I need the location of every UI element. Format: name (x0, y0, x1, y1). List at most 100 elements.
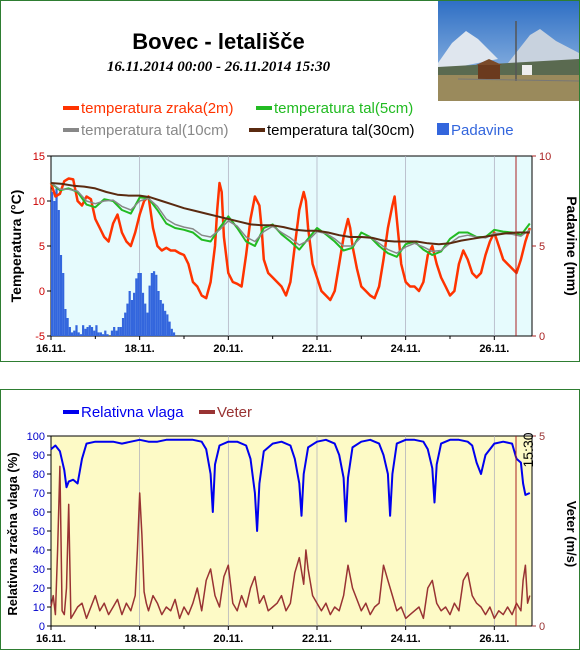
precipitation-bar (110, 330, 114, 336)
precipitation-bar (170, 328, 173, 336)
y-tick-label: 30 (33, 564, 45, 576)
precipitation-bar (97, 332, 100, 336)
humidity-wind-panel: Relativna vlaga Veter 16.11. 18.11. 20.11.… (0, 389, 580, 650)
temperature-plot-area (50, 155, 533, 337)
y2-tick-label: 0 (539, 331, 545, 343)
humidity-axes: 16.11. 18.11. 20.11. 22.11. 24.11. 26.11. 0 10 2… (27, 431, 545, 645)
legend-soil-10cm: temperatura tal(10cm) (63, 122, 229, 139)
x-tick-label: 16.11. (36, 633, 66, 645)
precipitation-bar (117, 327, 120, 336)
y-tick-label: 5 (39, 241, 45, 253)
precipitation-bar (128, 291, 131, 336)
precipitation-bar (75, 325, 78, 336)
precipitation-bar (155, 274, 158, 336)
temperature-axes: 16.11. 18.11. 20.11. 22.11. 24.11. 26.11. -5 0 5… (33, 151, 552, 355)
y-tick-label: 90 (33, 450, 45, 462)
period-subtitle: 16.11.2014 00:00 - 26.11.2014 15:30 (106, 59, 331, 75)
temperature-chart: 16.11. 18.11. 20.11. 22.11. 24.11. 26.11. -5 0 5… (8, 151, 579, 355)
humidity-axis-label: Relativna zračna vlaga (%) (5, 452, 20, 615)
precipitation-bar (150, 273, 153, 336)
precipitation-bar (135, 278, 138, 336)
legend-label-humidity: Relativna vlaga (81, 404, 184, 421)
precipitation-axis-label: Padavine (mm) (564, 196, 579, 296)
precipitation-bar (126, 303, 129, 336)
precipitation-bar (130, 300, 134, 336)
legend-humidity: Relativna vlaga (63, 404, 184, 421)
legend-label-precip: Padavine (451, 122, 514, 139)
legend-label-soil5: temperatura tal(5cm) (274, 100, 414, 117)
wind-axis-label: Veter (m/s) (564, 501, 579, 567)
legend-label-air: temperatura zraka(2m) (81, 100, 234, 117)
precipitation-bar (152, 271, 156, 336)
legend-label-wind: Veter (217, 404, 253, 421)
precipitation-bar (113, 327, 116, 336)
precipitation-bar (73, 330, 76, 336)
precipitation-bar (64, 309, 67, 336)
y-tick-label: -5 (35, 331, 45, 343)
x-tick-label: 22.11. (302, 633, 332, 645)
precipitation-bar (106, 334, 109, 336)
station-photo (438, 1, 579, 101)
x-tick-label: 22.11. (302, 343, 332, 355)
temperature-panel: Bovec - letališče 16.11.2014 00:00 - 26.… (0, 0, 580, 362)
precipitation-bar (53, 201, 56, 336)
precipitation-bar (99, 332, 102, 336)
y2-tick-label: 10 (539, 151, 551, 163)
precipitation-bar (168, 321, 171, 336)
precipitation-bar (157, 291, 160, 336)
precipitation-bar (166, 314, 169, 336)
y2-tick-label: 5 (539, 241, 545, 253)
precipitation-bar (68, 327, 71, 336)
series-line-temperatura-zraka-2m- (49, 177, 531, 302)
precipitation-bar (95, 325, 98, 336)
precipitation-bar (101, 334, 105, 336)
x-tick-label: 16.11. (36, 343, 66, 355)
humidity-wind-lines (50, 438, 531, 620)
precipitation-bar (86, 327, 89, 336)
x-tick-label: 18.11. (125, 343, 155, 355)
series-line-veter (50, 465, 531, 620)
y-tick-label: 100 (27, 431, 45, 443)
precipitation-bar (70, 332, 74, 336)
precipitation-bar (159, 300, 162, 336)
y-tick-label: 0 (39, 286, 45, 298)
last-time-annotation: 15:30 (520, 432, 536, 467)
precipitation-bar (93, 330, 96, 336)
series-line-temperatura-tal-5cm- (50, 182, 531, 258)
humidity-grid (139, 436, 495, 626)
precipitation-bar (137, 273, 140, 336)
precipitation-bar (66, 318, 69, 336)
precipitation-bar (119, 327, 122, 336)
precipitation-bar (55, 188, 58, 336)
legend-soil-5cm: temperatura tal(5cm) (256, 100, 413, 117)
precipitation-bar (82, 325, 85, 336)
x-tick-label: 26.11. (479, 633, 509, 645)
precipitation-bar (121, 318, 125, 336)
x-tick-label: 24.11. (391, 633, 421, 645)
y-tick-label: 20 (33, 583, 45, 595)
precipitation-bar (133, 292, 136, 336)
precipitation-bar (148, 285, 151, 336)
precipitation-bar (139, 273, 142, 336)
y-tick-label: 15 (33, 151, 45, 163)
x-tick-label: 18.11. (125, 633, 155, 645)
precipitation-bar (51, 192, 54, 336)
x-tick-label: 26.11. (479, 343, 509, 355)
series-line-temperatura-tal-30cm- (50, 182, 530, 246)
legend-wind: Veter (199, 404, 252, 421)
legend-swatch-wind (199, 410, 215, 415)
series-line-relativna-vlaga (50, 438, 531, 532)
y-tick-label: 10 (33, 602, 45, 614)
y-tick-label: 60 (33, 507, 45, 519)
y-tick-label: 0 (39, 621, 45, 633)
y-tick-label: 80 (33, 469, 45, 481)
legend-soil-30cm: temperatura tal(30cm) (249, 122, 415, 139)
legend-precipitation: Padavine (437, 122, 514, 139)
precipitation-bar (161, 303, 165, 336)
x-tick-label: 20.11. (213, 343, 243, 355)
y2-tick-label: 5 (539, 431, 545, 443)
precipitation-bar (141, 292, 145, 336)
humidity-wind-chart: 16.11. 18.11. 20.11. 22.11. 24.11. 26.11. 0 10 2… (5, 431, 579, 645)
legend-air-temperature: temperatura zraka(2m) (63, 100, 234, 117)
precipitation-bar (124, 312, 127, 336)
